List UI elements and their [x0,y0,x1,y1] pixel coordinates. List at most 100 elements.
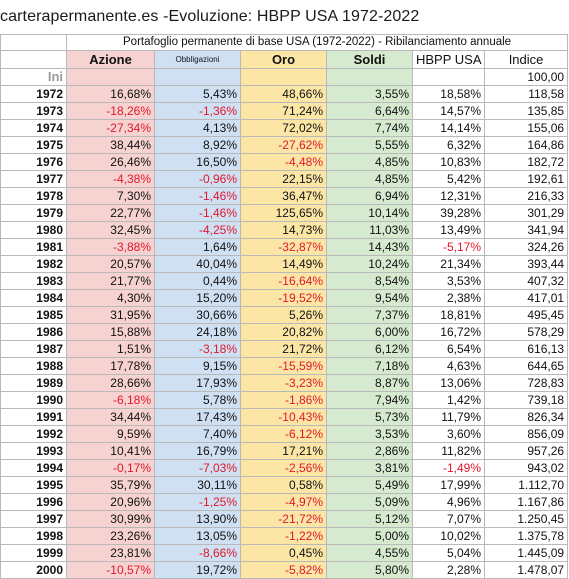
cell-soldi[interactable]: 4,85% [326,153,413,171]
cell-soldi[interactable]: 6,12% [326,340,413,358]
cell-indice[interactable]: 135,85 [483,102,569,120]
cell-indice[interactable]: 407,32 [483,272,569,290]
cell-oro[interactable]: -4,48% [240,153,327,171]
blank-cell[interactable] [0,34,67,51]
cell-soldi[interactable]: 7,74% [326,119,413,137]
cell-hbpp[interactable]: 10,83% [412,153,485,171]
cell-azione[interactable]: 9,59% [66,425,155,443]
cell-year[interactable]: 1994 [0,459,67,477]
cell-indice[interactable]: 957,26 [483,442,569,460]
cell-azione[interactable]: 38,44% [66,136,155,154]
cell-oro[interactable]: 72,02% [240,119,327,137]
cell-year[interactable]: 1999 [0,544,67,562]
cell-oro[interactable]: -1,22% [240,527,327,545]
cell-hbpp[interactable]: 7,07% [412,510,485,528]
cell-azione[interactable]: -18,26% [66,102,155,120]
cell-azione[interactable]: 1,51% [66,340,155,358]
cell-soldi[interactable]: 7,18% [326,357,413,375]
cell-year[interactable]: 1996 [0,493,67,511]
cell-year[interactable]: 1977 [0,170,67,188]
cell-soldi[interactable]: 5,49% [326,476,413,494]
cell-obbligazioni[interactable]: -1,46% [154,204,241,222]
cell-soldi[interactable]: 6,00% [326,323,413,341]
cell-year[interactable]: 1984 [0,289,67,307]
header-soldi[interactable]: Soldi [326,50,413,69]
cell-year[interactable]: 1988 [0,357,67,375]
cell-soldi[interactable]: 5,12% [326,510,413,528]
cell-obbligazioni[interactable]: -0,96% [154,170,241,188]
cell-hbpp[interactable]: 2,28% [412,561,485,579]
cell-oro[interactable]: 48,66% [240,85,327,103]
cell-year[interactable]: 1985 [0,306,67,324]
cell-oro[interactable]: -4,97% [240,493,327,511]
cell-azione[interactable]: 17,78% [66,357,155,375]
cell-azione[interactable]: 26,46% [66,153,155,171]
cell-obbligazioni[interactable]: 30,66% [154,306,241,324]
cell-oro[interactable]: 5,26% [240,306,327,324]
cell-indice[interactable]: 826,34 [483,408,569,426]
cell-year[interactable]: 1983 [0,272,67,290]
cell-oro[interactable]: -32,87% [240,238,327,256]
cell-indice[interactable]: 1.250,45 [483,510,569,528]
cell-oro[interactable]: -27,62% [240,136,327,154]
cell-indice[interactable]: 728,83 [483,374,569,392]
cell-indice[interactable]: 301,29 [483,204,569,222]
cell-year[interactable]: 1973 [0,102,67,120]
cell-year[interactable]: 1998 [0,527,67,545]
cell-soldi[interactable]: 9,54% [326,289,413,307]
cell-obbligazioni[interactable]: 24,18% [154,323,241,341]
cell-year[interactable]: 1982 [0,255,67,273]
cell-azione[interactable]: 21,77% [66,272,155,290]
cell-obbligazioni[interactable]: 17,93% [154,374,241,392]
cell-hbpp[interactable]: 11,82% [412,442,485,460]
cell-azione[interactable]: 10,41% [66,442,155,460]
cell-soldi[interactable]: 5,00% [326,527,413,545]
cell-azione[interactable]: -3,88% [66,238,155,256]
cell-indice[interactable]: 1.445,09 [483,544,569,562]
cell-hbpp[interactable]: 17,99% [412,476,485,494]
cell-hbpp[interactable]: 4,63% [412,357,485,375]
cell-soldi[interactable]: 11,03% [326,221,413,239]
table-caption[interactable]: Portafoglio permanente di base USA (1972… [65,34,569,51]
cell-azione[interactable]: 22,77% [66,204,155,222]
cell-obbligazioni[interactable]: 5,43% [154,85,241,103]
cell-hbpp[interactable]: 4,96% [412,493,485,511]
cell-azione[interactable]: 4,30% [66,289,155,307]
cell-indice[interactable]: 393,44 [483,255,569,273]
cell-oro[interactable]: 14,49% [240,255,327,273]
cell-obbligazioni[interactable]: -4,25% [154,221,241,239]
cell-indice[interactable]: 1.375,78 [483,527,569,545]
cell-obbligazioni[interactable]: 7,40% [154,425,241,443]
cell-obbligazioni[interactable]: -8,66% [154,544,241,562]
cell-soldi[interactable]: 7,37% [326,306,413,324]
cell-soldi[interactable]: 3,55% [326,85,413,103]
cell-oro[interactable]: -16,64% [240,272,327,290]
cell-azione[interactable]: 20,96% [66,493,155,511]
cell-indice[interactable]: 1.478,07 [483,561,569,579]
cell-year[interactable]: 2000 [0,561,67,579]
cell-soldi[interactable]: 10,24% [326,255,413,273]
cell-oro[interactable]: -15,59% [240,357,327,375]
cell-indice[interactable]: 164,86 [483,136,569,154]
cell-soldi[interactable]: 6,64% [326,102,413,120]
cell-azione[interactable]: -6,18% [66,391,155,409]
cell-hbpp[interactable]: 18,81% [412,306,485,324]
cell-obbligazioni[interactable]: 4,13% [154,119,241,137]
cell-indice[interactable]: 216,33 [483,187,569,205]
cell-azione[interactable]: 34,44% [66,408,155,426]
cell-azione[interactable]: 16,68% [66,85,155,103]
cell-indice[interactable]: 578,29 [483,323,569,341]
cell-obbligazioni[interactable]: 16,50% [154,153,241,171]
cell-oro[interactable]: 0,45% [240,544,327,562]
cell-azione[interactable]: -4,38% [66,170,155,188]
cell-oro[interactable]: 21,72% [240,340,327,358]
cell-hbpp[interactable]: 14,57% [412,102,485,120]
cell-azione[interactable]: -27,34% [66,119,155,137]
cell-hbpp[interactable]: 5,42% [412,170,485,188]
header-azione[interactable]: Azione [66,50,155,69]
cell-soldi[interactable]: 2,86% [326,442,413,460]
cell-year[interactable]: 1989 [0,374,67,392]
cell-year[interactable]: 1975 [0,136,67,154]
cell-hbpp[interactable]: 3,53% [412,272,485,290]
cell-soldi[interactable]: 3,81% [326,459,413,477]
